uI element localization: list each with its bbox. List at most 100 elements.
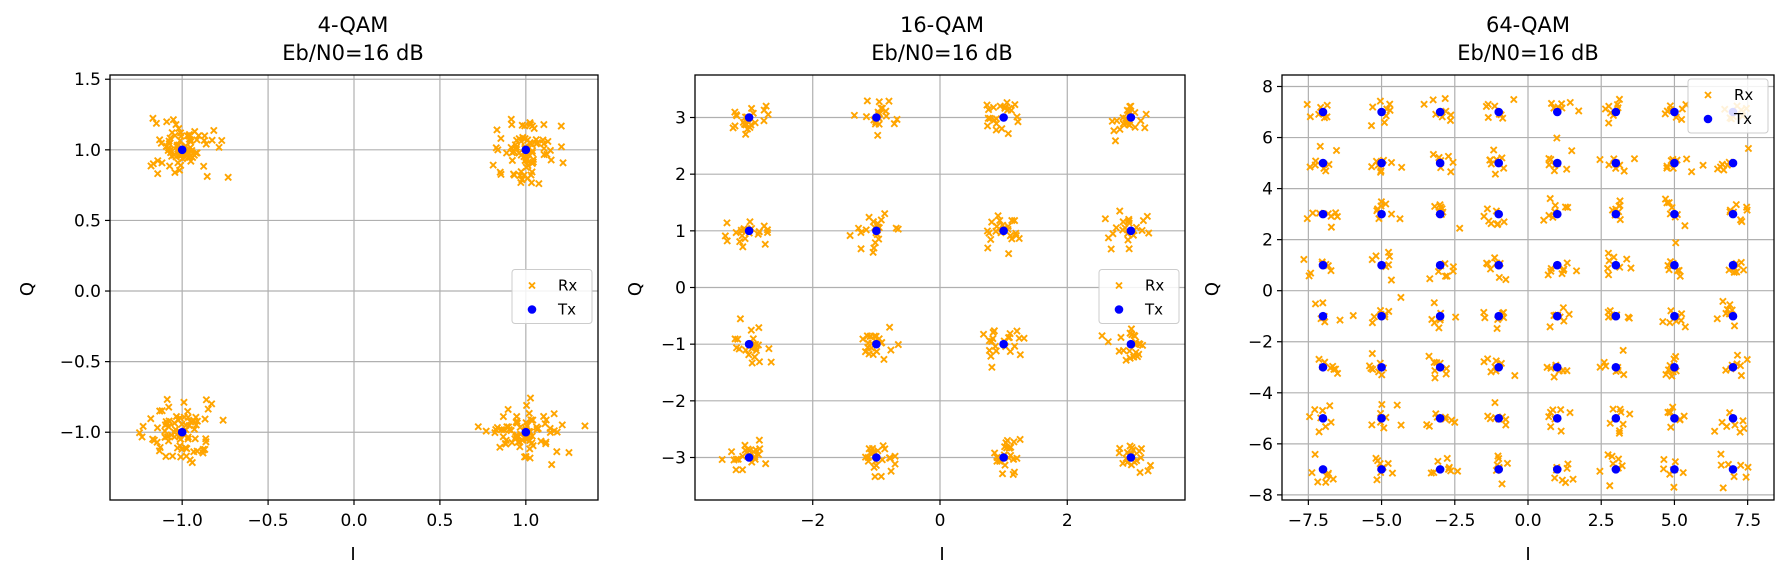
rx-sample-point <box>723 219 731 227</box>
rx-sample-point <box>891 460 899 468</box>
y-tick-label: 0.5 <box>74 211 101 231</box>
rx-sample-point <box>553 428 561 436</box>
rx-sample-point <box>1137 117 1145 125</box>
legend-tx-marker <box>527 305 537 314</box>
rx-sample-point <box>873 131 882 140</box>
rx-sample-point <box>1368 318 1377 327</box>
rx-sample-point <box>891 452 899 461</box>
rx-sample-point <box>998 124 1006 133</box>
rx-sample-point <box>1315 428 1323 436</box>
rx-sample-point <box>526 394 535 402</box>
x-axis-label: I <box>939 544 944 565</box>
rx-sample-point <box>204 405 212 413</box>
rx-sample-point <box>1666 318 1674 327</box>
tx-symbol-point <box>1435 260 1445 270</box>
rx-sample-point <box>527 178 536 187</box>
tx-symbol-point <box>999 453 1008 462</box>
rx-sample-point <box>1396 214 1404 223</box>
tx-symbol-point <box>1728 362 1738 372</box>
rx-sample-point <box>1677 316 1685 325</box>
rx-sample-point <box>1144 467 1152 475</box>
rx-sample-point <box>1699 161 1707 170</box>
tx-symbol-point <box>1435 311 1445 321</box>
rx-sample-point <box>540 144 548 153</box>
rx-sample-point <box>185 130 194 139</box>
tx-symbol-point <box>744 113 754 122</box>
rx-sample-point <box>1546 194 1554 203</box>
rx-sample-point <box>1737 371 1746 380</box>
rx-sample-point <box>200 132 209 140</box>
tx-symbol-point <box>1435 107 1445 117</box>
rx-sample-point <box>1659 317 1667 326</box>
plot-frame <box>1281 74 1775 501</box>
rx-sample-point <box>1133 352 1142 361</box>
rx-sample-point <box>162 117 171 126</box>
rx-sample-point <box>155 447 164 455</box>
rx-sample-point <box>986 235 995 244</box>
rx-sample-point <box>1368 365 1377 374</box>
rx-sample-point <box>987 337 996 346</box>
legend-tx-marker <box>1114 305 1124 314</box>
y-tick-label: 0 <box>675 279 686 299</box>
rx-sample-point <box>859 335 867 343</box>
rx-sample-point <box>751 344 760 352</box>
rx-sample-point <box>1422 420 1431 429</box>
rx-sample-point <box>1681 221 1689 230</box>
x-tick-label: −5.0 <box>1361 511 1402 531</box>
rx-sample-point <box>861 453 870 461</box>
tx-symbol-point <box>1318 414 1328 423</box>
tx-symbol-point <box>1318 362 1328 372</box>
rx-sample-point <box>1491 170 1500 178</box>
rx-sample-point <box>880 355 888 364</box>
rx-sample-point <box>869 248 877 257</box>
rx-sample-point <box>1604 450 1612 459</box>
rx-sample-point <box>191 434 200 443</box>
rx-sample-point <box>1613 100 1622 109</box>
rx-sample-point <box>502 436 510 445</box>
rx-sample-point <box>1016 350 1025 359</box>
rx-sample-point <box>1010 468 1019 476</box>
tx-symbol-point <box>999 226 1008 236</box>
rx-sample-point <box>880 209 889 218</box>
rx-sample-point <box>1739 266 1748 274</box>
x-tick-label: −0.5 <box>247 511 288 531</box>
rx-sample-point <box>1385 100 1394 108</box>
legend-rx-marker <box>528 281 536 290</box>
tx-symbol-point <box>1611 465 1621 474</box>
rx-sample-point <box>1376 168 1385 177</box>
rx-sample-point <box>497 134 505 143</box>
tx-symbol-point <box>1611 362 1621 372</box>
tx-symbol-point <box>1670 465 1679 474</box>
x-tick-label: −2 <box>800 511 825 531</box>
rx-sample-point <box>738 452 747 461</box>
rx-sample-point <box>1615 429 1624 438</box>
rx-sample-point <box>857 245 865 253</box>
rx-sample-point <box>1567 146 1576 155</box>
rx-sample-point <box>1130 331 1138 340</box>
rx-sample-point <box>1722 309 1730 318</box>
rx-sample-point <box>1500 218 1508 226</box>
rx-sample-point <box>877 104 885 112</box>
rx-sample-point <box>1449 267 1457 275</box>
rx-sample-point <box>1545 154 1553 163</box>
rx-sample-point <box>1682 155 1691 163</box>
rx-sample-point <box>1604 271 1613 279</box>
rx-sample-point <box>1713 314 1722 323</box>
rx-sample-point <box>1615 427 1624 435</box>
rx-sample-point <box>990 449 999 457</box>
rx-sample-point <box>1744 463 1752 472</box>
rx-sample-point <box>1098 331 1106 340</box>
x-tick-label: 0.0 <box>340 511 367 531</box>
rx-sample-point <box>1736 216 1745 224</box>
rx-sample-point <box>1663 162 1671 170</box>
rx-sample-point <box>750 353 759 361</box>
rx-sample-point <box>1315 355 1323 364</box>
rx-sample-point <box>1387 158 1396 167</box>
rx-sample-point <box>1437 203 1445 211</box>
tx-symbol-point <box>1494 209 1504 219</box>
rx-sample-point <box>1430 358 1438 367</box>
tx-symbol-point <box>1728 414 1738 423</box>
legend-rx-label: Rx <box>1734 86 1753 104</box>
rx-sample-point <box>161 427 169 435</box>
rx-sample-point <box>861 347 870 356</box>
